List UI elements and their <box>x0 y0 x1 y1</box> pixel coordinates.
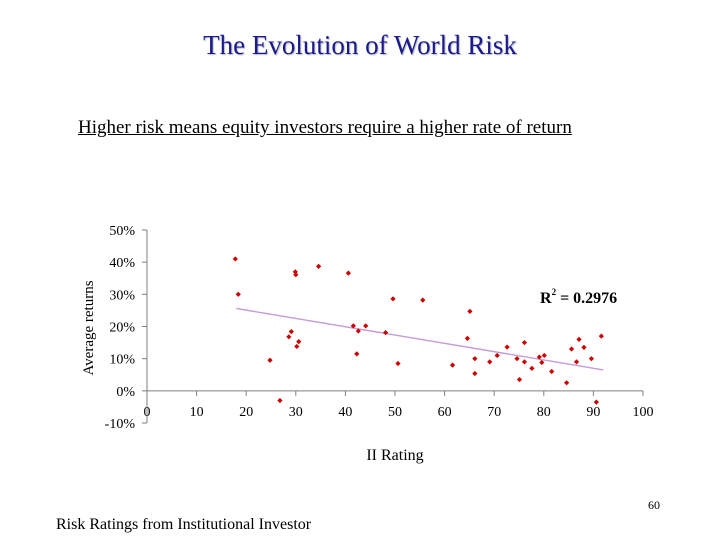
data-point <box>267 357 273 363</box>
data-point <box>232 256 238 262</box>
data-point <box>472 370 478 377</box>
data-point <box>573 359 580 365</box>
y-axis-label: Average returns <box>81 280 97 375</box>
y-tick-label: 0% <box>116 385 135 400</box>
data-point <box>514 356 520 362</box>
data-point <box>363 323 369 329</box>
data-point <box>541 352 547 359</box>
data-point <box>549 368 555 375</box>
data-point <box>576 336 582 342</box>
slide-subtitle: Higher risk means equity investors requi… <box>78 117 572 138</box>
data-point <box>521 339 528 346</box>
data-point <box>598 333 604 339</box>
data-point <box>296 339 302 345</box>
y-axis-ticks: 50% 40% 30% 20% 10% 0% -10% <box>105 224 147 432</box>
x-tick-label: 30 <box>289 405 303 420</box>
y-tick-label: 10% <box>109 353 135 368</box>
source-note: Risk Ratings from Institutional Investor <box>56 516 312 533</box>
data-point <box>355 328 361 334</box>
data-point <box>521 359 528 365</box>
r-squared-superscript: 2 <box>552 287 557 297</box>
data-point <box>316 263 322 269</box>
data-point <box>420 297 426 303</box>
data-point <box>494 352 500 359</box>
x-tick-label: 100 <box>633 405 654 420</box>
data-point <box>449 362 456 368</box>
data-point <box>464 335 471 342</box>
data-point <box>593 399 599 405</box>
data-point <box>504 344 510 350</box>
x-tick-label: 10 <box>190 405 204 420</box>
trendline-group <box>236 307 604 371</box>
x-axis-ticks: 0 10 20 30 40 50 60 70 80 90 100 <box>144 390 654 420</box>
x-tick-label: 50 <box>388 405 402 420</box>
y-tick-label: 50% <box>109 224 135 239</box>
slide-title: The Evolution of World Risk <box>203 30 517 60</box>
data-point <box>395 360 401 367</box>
data-point <box>568 346 575 352</box>
y-tick-label: -10% <box>105 417 136 432</box>
x-tick-label: 0 <box>144 405 151 420</box>
r-squared-annotation: R2 = 0.2976 <box>540 287 617 307</box>
r-squared-r: R <box>540 290 552 307</box>
data-point <box>235 291 241 297</box>
data-point <box>467 308 473 314</box>
data-point <box>277 397 283 404</box>
data-point <box>354 351 360 357</box>
data-point <box>487 359 493 365</box>
data-point <box>382 330 389 336</box>
data-points <box>232 256 604 405</box>
y-tick-label: 30% <box>109 288 135 303</box>
data-point <box>536 354 542 360</box>
x-tick-label: 90 <box>586 405 600 420</box>
data-point <box>581 344 587 351</box>
data-point <box>390 296 396 302</box>
data-point <box>350 323 356 329</box>
data-point <box>539 359 545 366</box>
y-tick-label: 20% <box>109 321 135 336</box>
x-tick-label: 40 <box>338 405 352 420</box>
x-tick-label: 60 <box>438 405 452 420</box>
x-axis-label: II Rating <box>366 447 423 464</box>
data-point <box>345 270 351 276</box>
data-point <box>294 343 300 350</box>
trendline <box>236 307 604 371</box>
data-point <box>529 365 535 371</box>
data-point <box>288 329 294 335</box>
data-point <box>564 380 570 386</box>
data-point <box>292 269 298 275</box>
data-point <box>293 272 299 278</box>
data-point <box>588 356 595 362</box>
page-number: 60 <box>648 498 660 512</box>
r-squared-value: = 0.2976 <box>556 290 617 307</box>
x-tick-label: 70 <box>487 405 501 420</box>
data-point <box>516 376 523 383</box>
y-tick-label: 40% <box>109 256 135 271</box>
x-tick-label: 20 <box>239 405 253 420</box>
data-point <box>286 334 292 340</box>
data-point <box>472 356 478 362</box>
x-tick-label: 80 <box>537 405 551 420</box>
